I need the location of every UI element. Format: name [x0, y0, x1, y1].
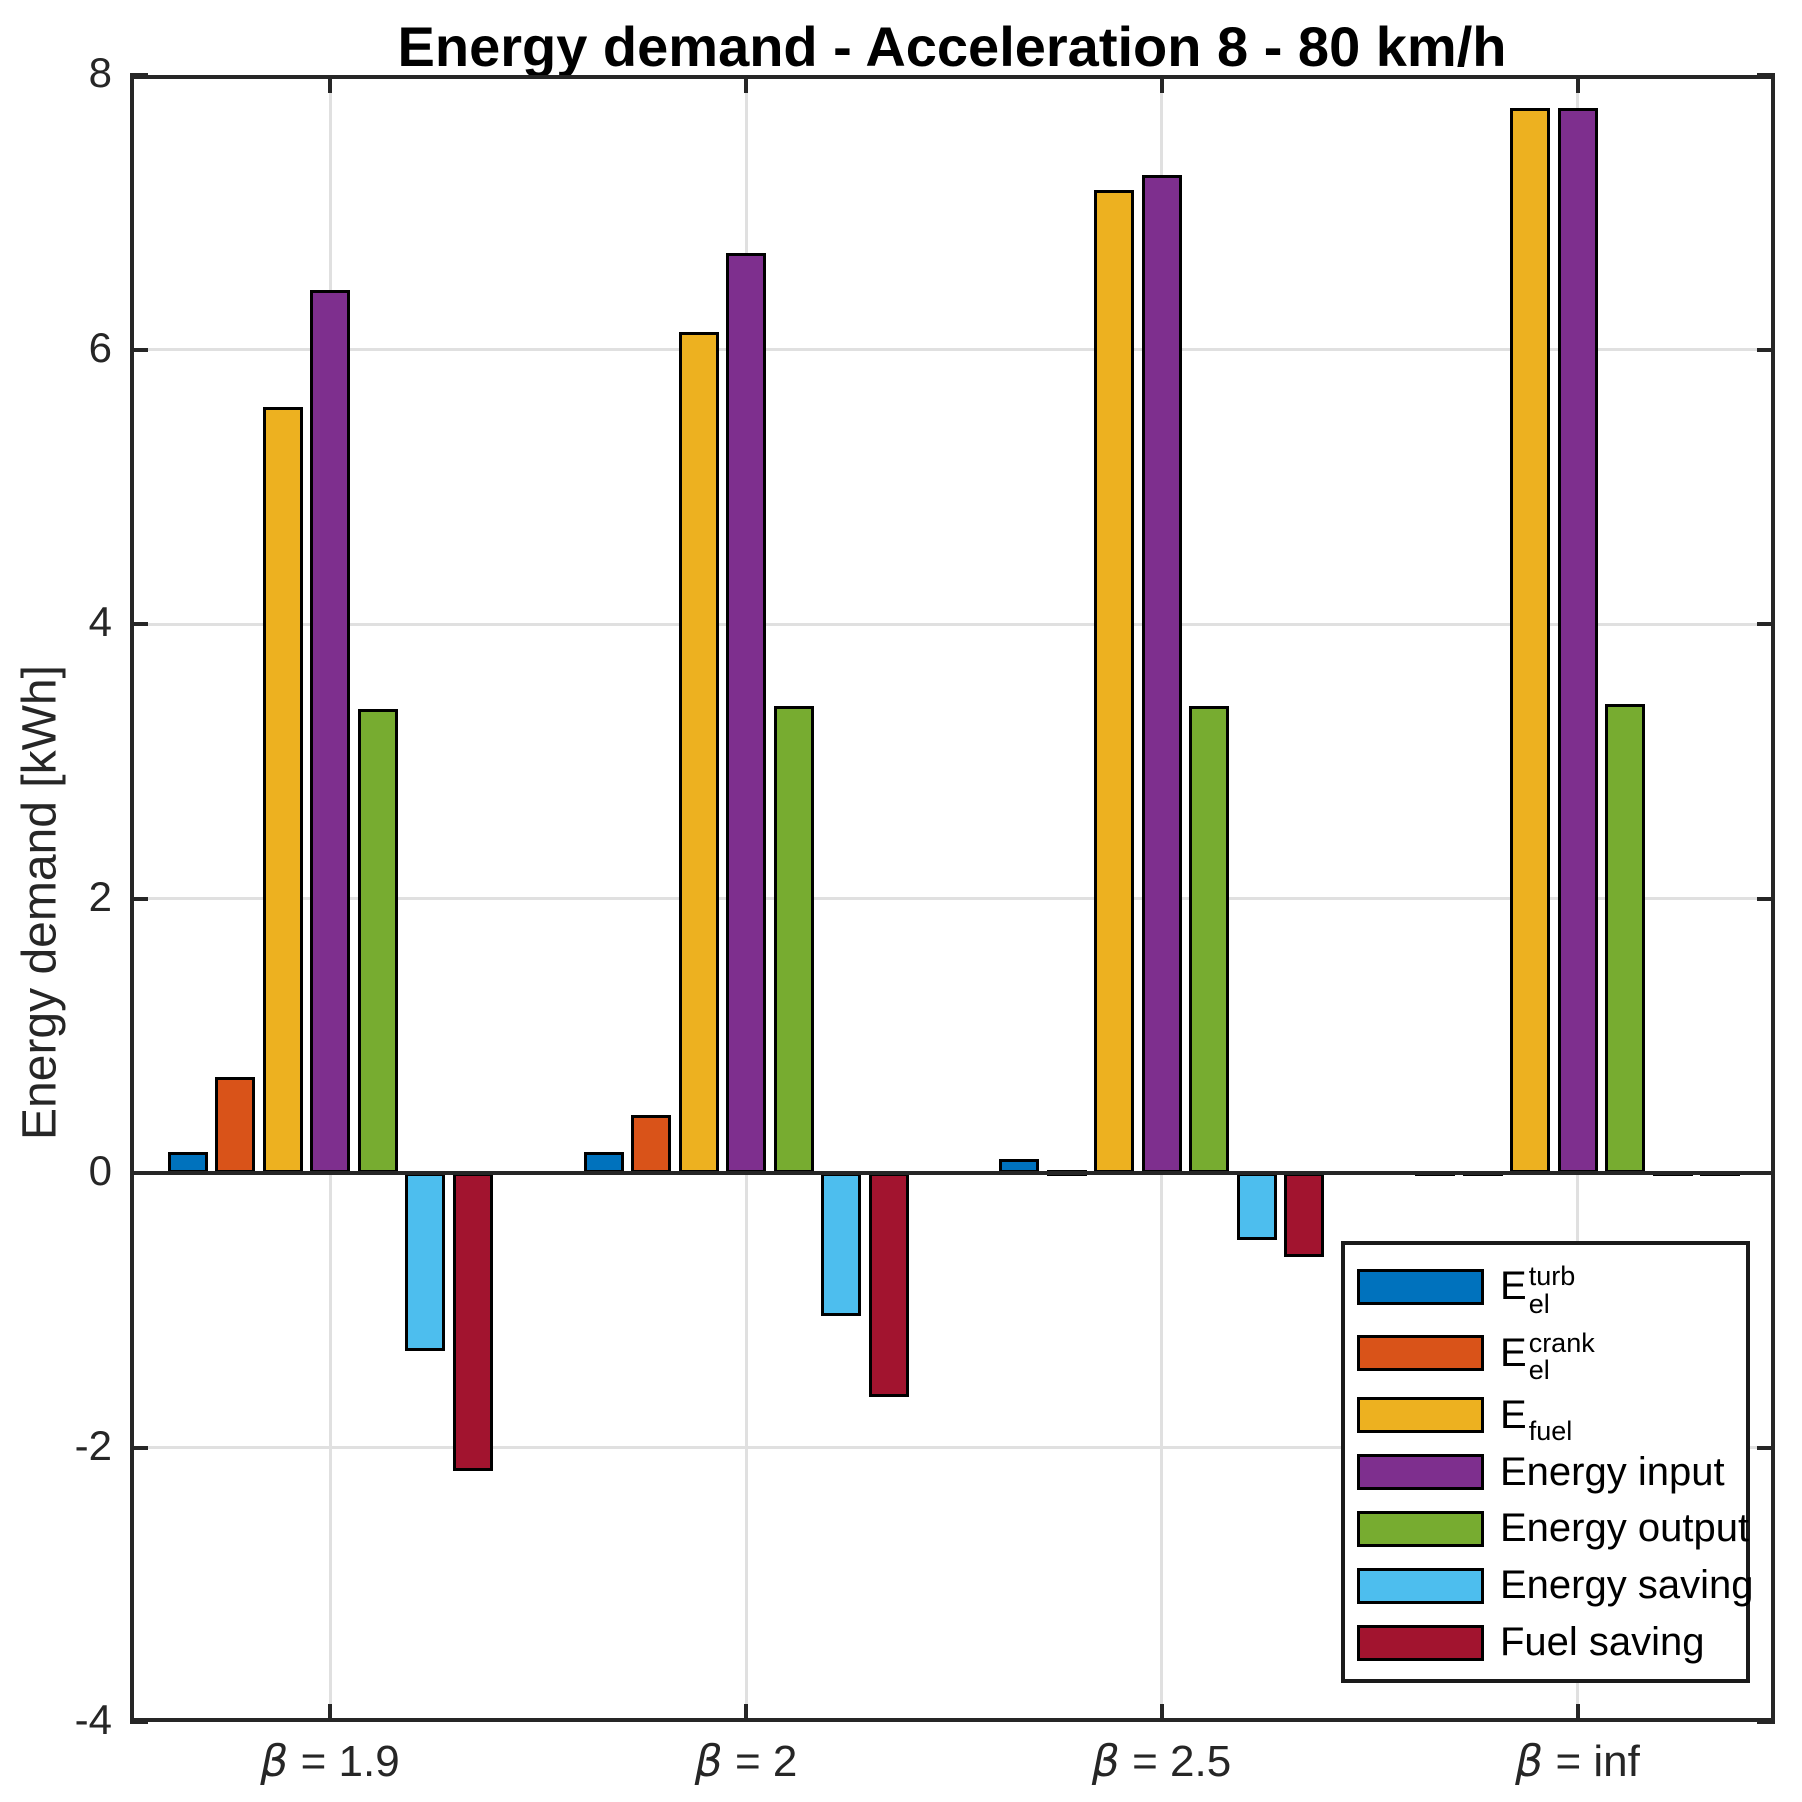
y-tick-left — [130, 1445, 148, 1450]
bar-e-fuel — [1094, 190, 1134, 1173]
y-tick-right — [1757, 896, 1775, 901]
y-tick-right — [1757, 1720, 1775, 1724]
bar-energy-saving — [821, 1173, 861, 1316]
legend-item: Energy saving — [1357, 1563, 1753, 1608]
y-tick-label: 2 — [88, 872, 112, 920]
y-tick-right — [1757, 1171, 1775, 1175]
y-tick-left — [130, 896, 148, 901]
y-tick-left — [130, 1720, 148, 1724]
bar-fuel-saving — [868, 1173, 909, 1397]
x-tick-top — [1159, 75, 1164, 93]
bar-energy-saving — [1236, 1173, 1277, 1241]
beta-symbol: β — [260, 1736, 289, 1787]
legend-swatch — [1357, 1397, 1484, 1434]
legend-swatch — [1357, 1567, 1484, 1604]
y-tick-label: -4 — [74, 1696, 112, 1743]
x-tick-label: β = 2 — [566, 1736, 926, 1787]
y-tick-left — [130, 1171, 148, 1175]
legend-label: Energy saving — [1500, 1563, 1754, 1608]
chart-title: Energy demand - Acceleration 8 - 80 km/h — [397, 15, 1507, 78]
bar-e-el-crank — [215, 1076, 255, 1173]
x-tick-text: = 2.5 — [1119, 1737, 1232, 1786]
legend-swatch — [1357, 1335, 1484, 1372]
bar-fuel-saving — [1284, 1173, 1324, 1257]
y-tick-label: 0 — [88, 1147, 112, 1194]
bar-e-fuel — [262, 407, 303, 1173]
bar-energy-input — [1557, 107, 1598, 1173]
legend-item: Energy input — [1357, 1450, 1736, 1495]
y-tick-label: 4 — [88, 598, 112, 645]
bar-energy-input — [1141, 175, 1182, 1173]
legend-swatch — [1357, 1454, 1484, 1491]
horizontal-gridline — [130, 622, 1775, 626]
legend-item: Fuel saving — [1357, 1620, 1736, 1665]
x-tick-top — [744, 75, 748, 93]
y-tick-label: 6 — [88, 323, 112, 371]
x-tick-label: β = inf — [1398, 1736, 1758, 1787]
x-tick-bottom — [1575, 1704, 1580, 1722]
zero-baseline — [130, 1171, 1775, 1175]
legend-swatch — [1357, 1510, 1484, 1547]
horizontal-gridline — [130, 1446, 1775, 1449]
bar-energy-output — [1189, 706, 1229, 1173]
beta-symbol: β — [1515, 1736, 1544, 1787]
x-tick-text: = 2 — [722, 1737, 798, 1786]
legend-label: Fuel saving — [1500, 1620, 1705, 1664]
legend-label: Energy output — [1500, 1506, 1750, 1551]
bar-energy-input — [310, 290, 350, 1173]
y-tick-left — [130, 622, 148, 626]
legend-item: Energy output — [1357, 1506, 1749, 1551]
horizontal-gridline — [130, 348, 1775, 351]
bar-energy-output — [357, 709, 398, 1173]
legend-label: Energy input — [1500, 1449, 1725, 1494]
bar-energy-input — [726, 253, 766, 1173]
y-tick-right — [1757, 73, 1775, 77]
x-tick-top — [328, 75, 332, 93]
x-tick-top — [1575, 75, 1580, 93]
bar-e-fuel — [1510, 107, 1550, 1173]
bar-e-fuel — [678, 331, 719, 1173]
x-tick-text: = inf — [1543, 1737, 1640, 1786]
y-tick-right — [1757, 347, 1775, 352]
horizontal-gridline — [130, 897, 1775, 900]
y-tick-right — [1757, 622, 1775, 626]
x-tick-text: = 1.9 — [288, 1737, 400, 1786]
beta-symbol: β — [1091, 1736, 1120, 1787]
beta-symbol: β — [694, 1736, 723, 1787]
y-tick-left — [130, 73, 148, 77]
y-tick-right — [1757, 1445, 1775, 1450]
bar-energy-output — [1605, 703, 1645, 1173]
x-tick-bottom — [328, 1704, 332, 1722]
bar-fuel-saving — [452, 1173, 493, 1471]
y-tick-label: -2 — [74, 1421, 112, 1469]
legend-swatch — [1357, 1268, 1484, 1305]
legend-swatch — [1357, 1624, 1484, 1661]
x-tick-label: β = 1.9 — [150, 1736, 510, 1787]
bar-energy-output — [773, 706, 814, 1173]
bar-energy-saving — [405, 1173, 445, 1352]
x-tick-bottom — [744, 1704, 748, 1722]
y-tick-left — [130, 347, 148, 352]
x-tick-label: β = 2.5 — [982, 1736, 1342, 1787]
y-tick-label: 8 — [88, 49, 112, 96]
x-tick-bottom — [1159, 1704, 1164, 1722]
